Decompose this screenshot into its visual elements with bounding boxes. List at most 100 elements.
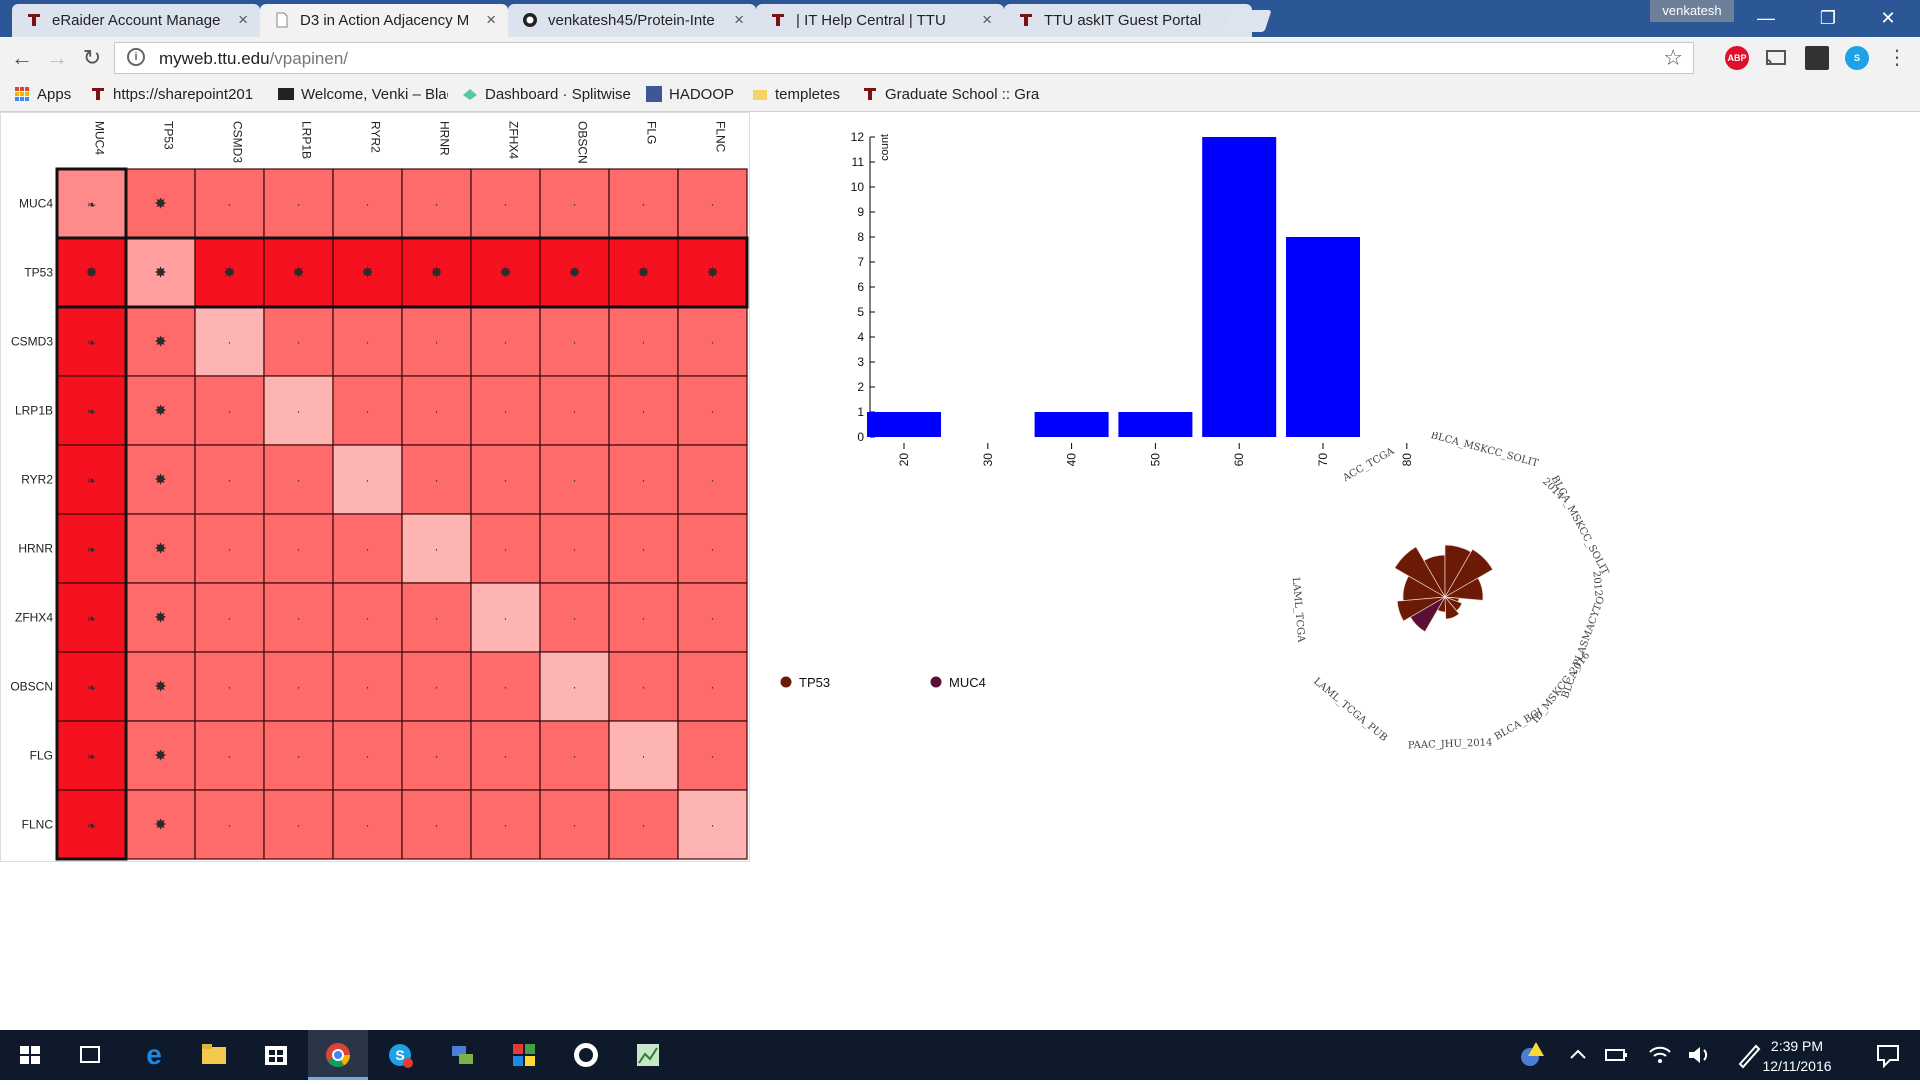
forward-arrow-icon[interactable]: →: [46, 45, 68, 70]
matrix-cell[interactable]: [608, 651, 679, 722]
bookmark-item[interactable]: https://sharepoint201: [90, 86, 260, 106]
matrix-cell[interactable]: [125, 375, 196, 446]
profile-button[interactable]: venkatesh: [1650, 0, 1734, 22]
matrix-cell[interactable]: [263, 582, 334, 653]
matrix-cell[interactable]: [125, 237, 196, 308]
menu-icon[interactable]: ⋮: [1887, 47, 1907, 69]
matrix-cell[interactable]: [608, 720, 679, 791]
reload-icon[interactable]: ↻: [82, 45, 102, 70]
histogram-bar[interactable]: [1202, 137, 1277, 437]
warning-tray-icon[interactable]: [1510, 1030, 1550, 1080]
tab-2[interactable]: venkatesh45/Protein-Inte ×: [508, 4, 756, 37]
reader-icon[interactable]: [1805, 46, 1829, 70]
matrix-cell[interactable]: [470, 237, 541, 308]
matrix-cell[interactable]: [332, 375, 403, 446]
bookmark-item[interactable]: Dashboard · Splitwise: [462, 86, 632, 106]
matrix-cell[interactable]: [194, 513, 265, 584]
clock[interactable]: 2:39 PM 12/11/2016: [1752, 1036, 1842, 1076]
matrix-cell[interactable]: [401, 789, 472, 860]
chevron-up-icon[interactable]: [1560, 1030, 1596, 1080]
matrix-cell[interactable]: [56, 375, 127, 446]
matrix-cell[interactable]: [677, 168, 748, 239]
edge-icon[interactable]: e: [124, 1030, 184, 1080]
github-taskbar-icon[interactable]: [556, 1030, 616, 1080]
bookmark-item[interactable]: templetes: [752, 86, 852, 106]
matrix-cell[interactable]: [194, 306, 265, 377]
file-explorer-icon[interactable]: [184, 1030, 244, 1080]
address-bar[interactable]: i myweb.ttu.edu/vpapinen/ ☆: [114, 42, 1694, 74]
matrix-cell[interactable]: [194, 789, 265, 860]
matrix-cell[interactable]: [470, 444, 541, 515]
task-view-icon[interactable]: [60, 1030, 120, 1080]
radial-wedge[interactable]: [1444, 595, 1460, 620]
bookmark-item[interactable]: Graduate School :: Gra: [862, 86, 1042, 106]
skype-icon[interactable]: S: [1845, 46, 1869, 70]
matrix-cell[interactable]: [263, 375, 334, 446]
matrix-cell[interactable]: [263, 651, 334, 722]
matrix-cell[interactable]: [332, 651, 403, 722]
matrix-cell[interactable]: [401, 651, 472, 722]
matrix-cell[interactable]: [194, 237, 265, 308]
matrix-cell[interactable]: [401, 513, 472, 584]
matrix-cell[interactable]: [470, 306, 541, 377]
matrix-cell[interactable]: [125, 651, 196, 722]
matrix-cell[interactable]: [539, 789, 610, 860]
histogram-bar[interactable]: [867, 412, 941, 437]
matrix-cell[interactable]: [56, 444, 127, 515]
matrix-cell[interactable]: [56, 720, 127, 791]
histogram-bar[interactable]: [1118, 412, 1193, 437]
histogram-bar[interactable]: [1034, 412, 1109, 437]
adblock-icon[interactable]: ABP: [1725, 46, 1749, 70]
bookmark-item[interactable]: HADOOP: [646, 86, 742, 106]
close-window-icon[interactable]: ✕: [1880, 8, 1896, 28]
matrix-cell[interactable]: [56, 306, 127, 377]
restore-icon[interactable]: ❐: [1819, 8, 1837, 28]
matrix-cell[interactable]: [125, 306, 196, 377]
matrix-cell[interactable]: [263, 789, 334, 860]
matrix-cell[interactable]: [608, 789, 679, 860]
matrix-cell[interactable]: [470, 651, 541, 722]
matrix-cell[interactable]: [401, 375, 472, 446]
tab-close-icon[interactable]: ×: [238, 10, 248, 29]
tab-1[interactable]: D3 in Action Adjacency M ×: [260, 4, 508, 37]
minimize-icon[interactable]: —: [1757, 8, 1775, 28]
cast-icon[interactable]: [1764, 46, 1788, 70]
matrix-cell[interactable]: [263, 237, 334, 308]
matrix-cell[interactable]: [332, 237, 403, 308]
office-app-icon[interactable]: [494, 1030, 554, 1080]
start-windows-icon[interactable]: [0, 1030, 60, 1080]
chrome-icon[interactable]: [308, 1030, 368, 1080]
store-icon[interactable]: [246, 1030, 306, 1080]
info-icon[interactable]: i: [127, 48, 145, 66]
pen-icon[interactable]: [1728, 1030, 1768, 1080]
battery-icon[interactable]: [1598, 1030, 1634, 1080]
matrix-cell[interactable]: [677, 444, 748, 515]
radial-wedge[interactable]: [1444, 548, 1494, 598]
matrix-cell[interactable]: [539, 720, 610, 791]
matrix-cell[interactable]: [677, 375, 748, 446]
url-text[interactable]: myweb.ttu.edu/vpapinen/: [159, 49, 348, 69]
tab-close-icon[interactable]: ×: [734, 10, 744, 29]
matrix-cell[interactable]: [401, 582, 472, 653]
matrix-cell[interactable]: [539, 582, 610, 653]
matrix-cell[interactable]: [677, 306, 748, 377]
histogram-bar[interactable]: [1286, 237, 1360, 437]
tab-4[interactable]: TTU askIT Guest Portal×: [1004, 4, 1252, 37]
matrix-cell[interactable]: [608, 168, 679, 239]
legend-label[interactable]: TP53: [799, 675, 830, 690]
wifi-icon[interactable]: [1642, 1030, 1678, 1080]
matrix-cell[interactable]: [125, 789, 196, 860]
matrix-cell[interactable]: [677, 513, 748, 584]
matrix-cell[interactable]: [677, 789, 748, 860]
bookmark-item[interactable]: Welcome, Venki – Blac: [278, 86, 448, 106]
matrix-cell[interactable]: [608, 582, 679, 653]
matrix-cell[interactable]: [677, 582, 748, 653]
matrix-cell[interactable]: [539, 375, 610, 446]
matrix-cell[interactable]: [194, 720, 265, 791]
matrix-cell[interactable]: [56, 237, 127, 308]
matrix-cell[interactable]: [332, 582, 403, 653]
back-arrow-icon[interactable]: ←: [11, 45, 33, 70]
bookmark-item[interactable]: Apps: [14, 86, 80, 106]
matrix-cell[interactable]: [194, 444, 265, 515]
matrix-cell[interactable]: [539, 306, 610, 377]
